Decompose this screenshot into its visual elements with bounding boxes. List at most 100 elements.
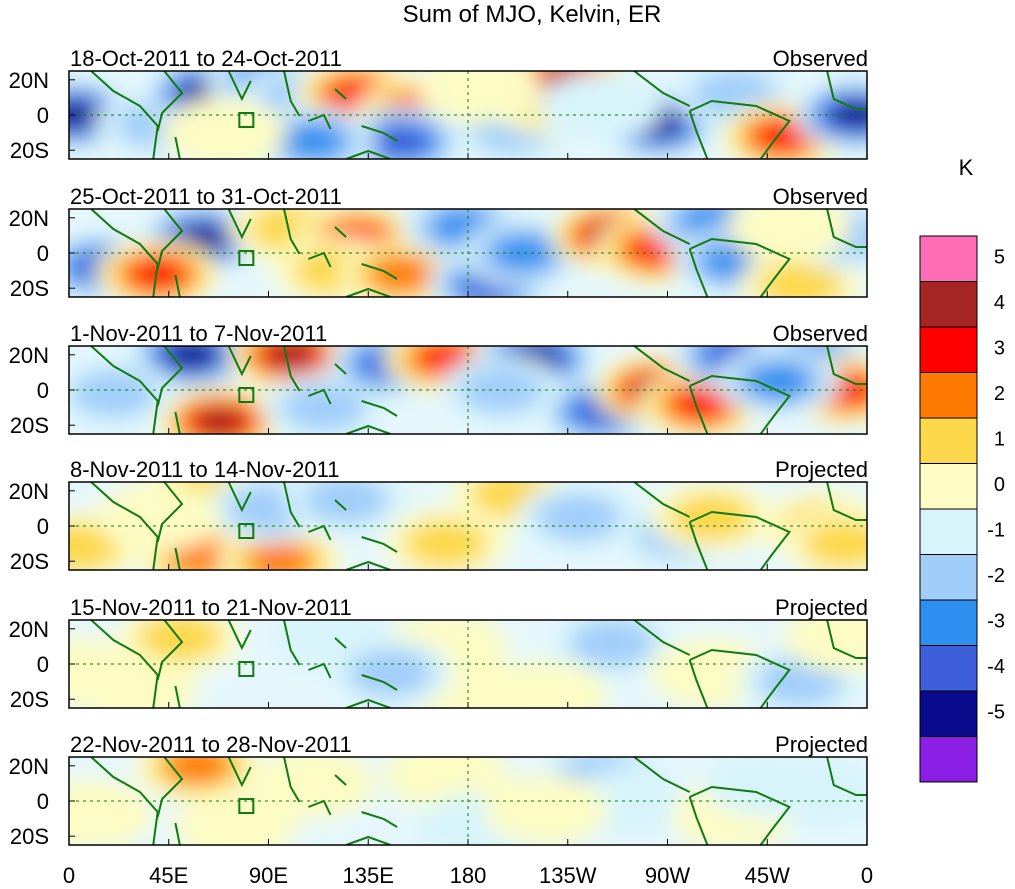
coastline: [826, 620, 867, 659]
coastline: [361, 263, 398, 280]
colorbar-tick-label: 4: [994, 292, 1005, 314]
x-tick-label: 90E: [249, 863, 288, 888]
coastline: [334, 363, 347, 375]
coastline: [826, 346, 867, 385]
y-tick-label: 20N: [9, 68, 49, 93]
anomaly-contour: [129, 258, 186, 290]
x-tick-label: 90W: [645, 863, 690, 888]
y-tick-label: 20S: [10, 413, 49, 438]
coastline: [174, 685, 181, 708]
panel-dates: 15-Nov-2011 to 21-Nov-2011: [70, 595, 352, 620]
coastline: [689, 510, 791, 570]
panel-field: [69, 71, 867, 159]
x-tick-label: 0: [861, 863, 873, 888]
coastline: [345, 835, 391, 845]
anomaly-contour: [539, 71, 663, 142]
x-tick-label: 135W: [539, 863, 597, 888]
y-tick-label: 20N: [9, 479, 49, 504]
coastline: [174, 547, 181, 570]
anomaly-contour: [304, 482, 389, 524]
coastline: [334, 774, 347, 786]
panel-label: Projected: [775, 595, 868, 620]
anomaly-contour: [348, 649, 433, 697]
colorbar-swatch: [919, 645, 978, 692]
coastline: [826, 757, 867, 796]
y-tick-label: 0: [37, 789, 49, 814]
panel-field: [69, 620, 867, 708]
coastline: [283, 209, 301, 255]
y-tick-label: 20N: [9, 206, 49, 231]
x-tick-label: 45W: [745, 863, 790, 888]
coastline: [361, 125, 398, 142]
coastline: [156, 209, 184, 270]
anomaly-contour: [281, 384, 366, 432]
x-tick-label: 45E: [149, 863, 188, 888]
panel-label: Observed: [773, 184, 868, 209]
coastline: [283, 620, 301, 666]
anomaly-contour: [483, 660, 608, 708]
anomaly-field: [69, 71, 867, 159]
coastline: [345, 424, 391, 434]
anomaly-contour: [459, 366, 544, 414]
coastline: [227, 482, 252, 513]
coastline: [156, 620, 184, 681]
region-box: [238, 661, 255, 677]
coastline: [283, 346, 301, 392]
colorbar-tick-label: 2: [994, 383, 1005, 405]
anomaly-contour: [69, 780, 154, 845]
colorbar-swatch: [919, 690, 978, 737]
coastline: [174, 822, 181, 845]
coastline: [227, 346, 252, 377]
colorbar-tick-label: -5: [987, 702, 1005, 724]
coastlines: [90, 482, 867, 570]
anomaly-field: [69, 482, 867, 570]
anomaly-contour: [368, 255, 435, 293]
coastline: [689, 99, 791, 159]
y-tick-label: 0: [37, 514, 49, 539]
x-tick-label: 135E: [343, 863, 394, 888]
panel-dates: 1-Nov-2011 to 7-Nov-2011: [70, 321, 327, 346]
anomaly-contour: [162, 97, 287, 159]
panel-6: 20N 0 20S 22-Nov-2011 to 28-Nov-2011 Project…: [9, 732, 868, 849]
anomaly-contour: [417, 71, 542, 124]
coastline: [688, 796, 709, 845]
panel-1: 20N 0 20S 18-Oct-2011 to 24-Oct-2011 Observe…: [9, 46, 868, 163]
colorbar-units: K: [959, 155, 974, 180]
anomaly-contour: [672, 388, 729, 420]
coastline: [689, 648, 791, 708]
anomaly-contour: [669, 493, 754, 541]
coastline: [227, 620, 252, 651]
coastline: [345, 149, 391, 159]
panel-label: Observed: [773, 321, 868, 346]
anomaly-contour: [802, 520, 867, 568]
coastline: [334, 637, 347, 649]
coastlines: [90, 757, 867, 845]
coastline: [90, 346, 159, 434]
colorbar-swatch: [919, 417, 978, 464]
colorbar-swatch: [919, 508, 978, 555]
anomaly-field: [69, 620, 867, 708]
colorbar-swatch: [919, 326, 978, 373]
y-tick-label: 0: [37, 378, 49, 403]
colorbar-swatch: [919, 235, 978, 282]
coastline: [156, 71, 184, 132]
coastline: [345, 560, 391, 570]
region-box: [238, 523, 255, 539]
colorbar-swatch: [919, 554, 978, 601]
colorbar-tick-label: 1: [994, 429, 1005, 451]
chart-title: Sum of MJO, Kelvin, ER: [403, 1, 662, 28]
coastline: [688, 521, 709, 570]
coastlines: [90, 620, 867, 708]
colorbar-tick-label: 3: [994, 338, 1005, 360]
coastline: [90, 482, 159, 570]
anomaly-contour: [250, 757, 375, 819]
anomaly-contour: [95, 482, 220, 553]
anomaly-contour: [754, 120, 811, 152]
coastline: [361, 400, 398, 417]
x-axis: 0 45E 90E 135E 180 135W 90W 45W 0: [63, 863, 873, 888]
coastline: [227, 757, 252, 788]
coastline: [90, 620, 159, 708]
anomaly-contour: [782, 620, 867, 673]
anomaly-contour: [137, 620, 222, 662]
